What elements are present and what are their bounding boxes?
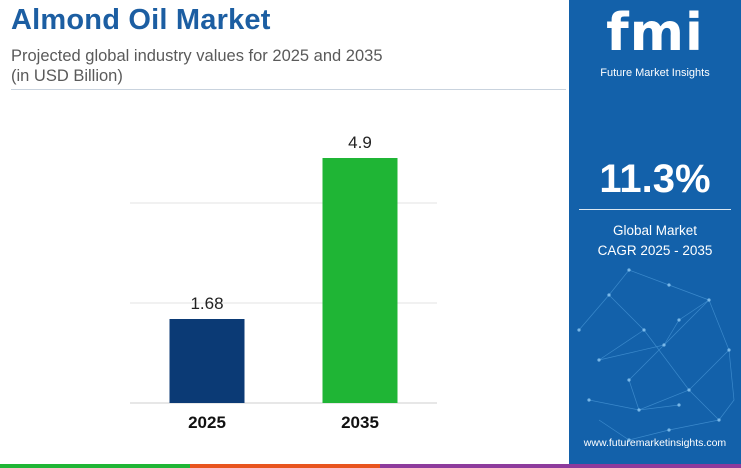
bar-2035 <box>322 158 398 403</box>
footer-strip-green <box>0 464 190 468</box>
network-pattern-graphic <box>577 268 735 442</box>
data-label-2035: 4.9 <box>348 133 372 152</box>
x-tick-label-2035: 2035 <box>341 413 379 432</box>
footer-strip-purple <box>380 464 741 468</box>
cagr-label-line-2: CAGR 2025 - 2035 <box>597 243 713 258</box>
fmi-logo: fmi <box>606 3 704 63</box>
footer-color-strip <box>0 464 741 468</box>
x-tick-label-2025: 2025 <box>188 413 226 432</box>
page-subtitle: Projected global industry values for 202… <box>11 46 551 86</box>
cagr-label-line-1: Global Market <box>612 223 698 238</box>
subtitle-line-1: Projected global industry values for 202… <box>11 47 383 65</box>
bar-2025 <box>169 319 245 403</box>
brand-sidebar: fmi Future Market Insights 11.3% Global … <box>569 0 741 468</box>
chart-panel: Almond Oil Market Projected global indus… <box>11 4 566 432</box>
footer-strip-orange <box>190 464 380 468</box>
cagr-value: 11.3% <box>599 157 711 201</box>
website-link[interactable]: www.futuremarketinsights.com <box>583 437 727 449</box>
cagr-divider <box>579 209 731 210</box>
logo-subtitle: Future Market Insights <box>600 67 710 79</box>
cagr-label: Global Market CAGR 2025 - 2035 <box>569 221 741 261</box>
subtitle-line-2: (in USD Billion) <box>11 67 123 85</box>
header-divider <box>11 89 566 90</box>
data-label-2025: 1.68 <box>190 294 223 313</box>
page-title: Almond Oil Market <box>11 4 271 36</box>
bar-chart: 1.68 2025 4.9 2035 <box>130 133 437 432</box>
